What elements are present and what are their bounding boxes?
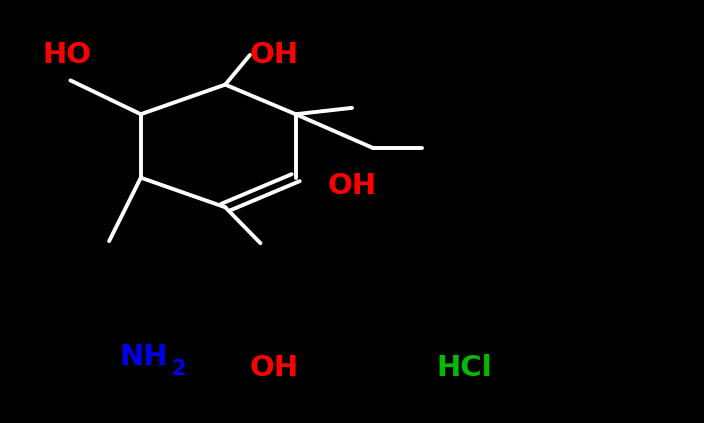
Text: HO: HO bbox=[42, 41, 92, 69]
Text: OH: OH bbox=[250, 354, 299, 382]
Text: HCl: HCl bbox=[436, 354, 492, 382]
Text: NH: NH bbox=[120, 343, 168, 371]
Text: 2: 2 bbox=[171, 359, 186, 379]
Text: OH: OH bbox=[250, 41, 299, 69]
Text: OH: OH bbox=[327, 172, 377, 200]
